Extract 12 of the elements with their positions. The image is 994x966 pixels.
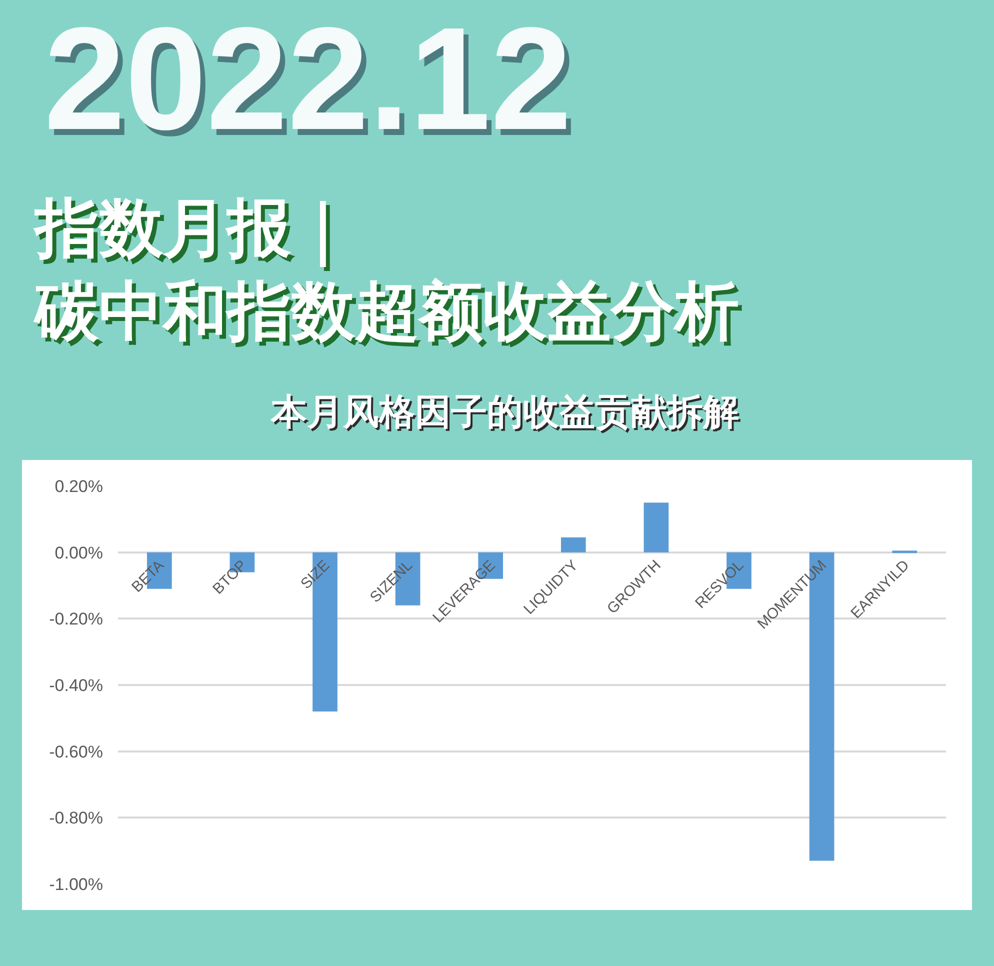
y-tick-label: 0.20% <box>54 476 103 496</box>
text: 2022.12 <box>44 0 572 160</box>
chart-title: 指数月报｜碳中和指数超额收益分析 <box>33 192 739 348</box>
bar <box>644 502 669 552</box>
y-tick-label: -0.80% <box>49 808 103 828</box>
y-tick-label: -1.00% <box>49 874 103 894</box>
y-tick-label: 0.00% <box>54 543 103 562</box>
bar <box>560 537 586 552</box>
y-tick-label: -0.40% <box>49 676 103 695</box>
y-tick-label: -0.60% <box>49 742 103 762</box>
y-tick-label: -0.20% <box>49 610 103 629</box>
chart-subtitle: 本月风格因子的收益贡献拆解 <box>270 391 739 432</box>
